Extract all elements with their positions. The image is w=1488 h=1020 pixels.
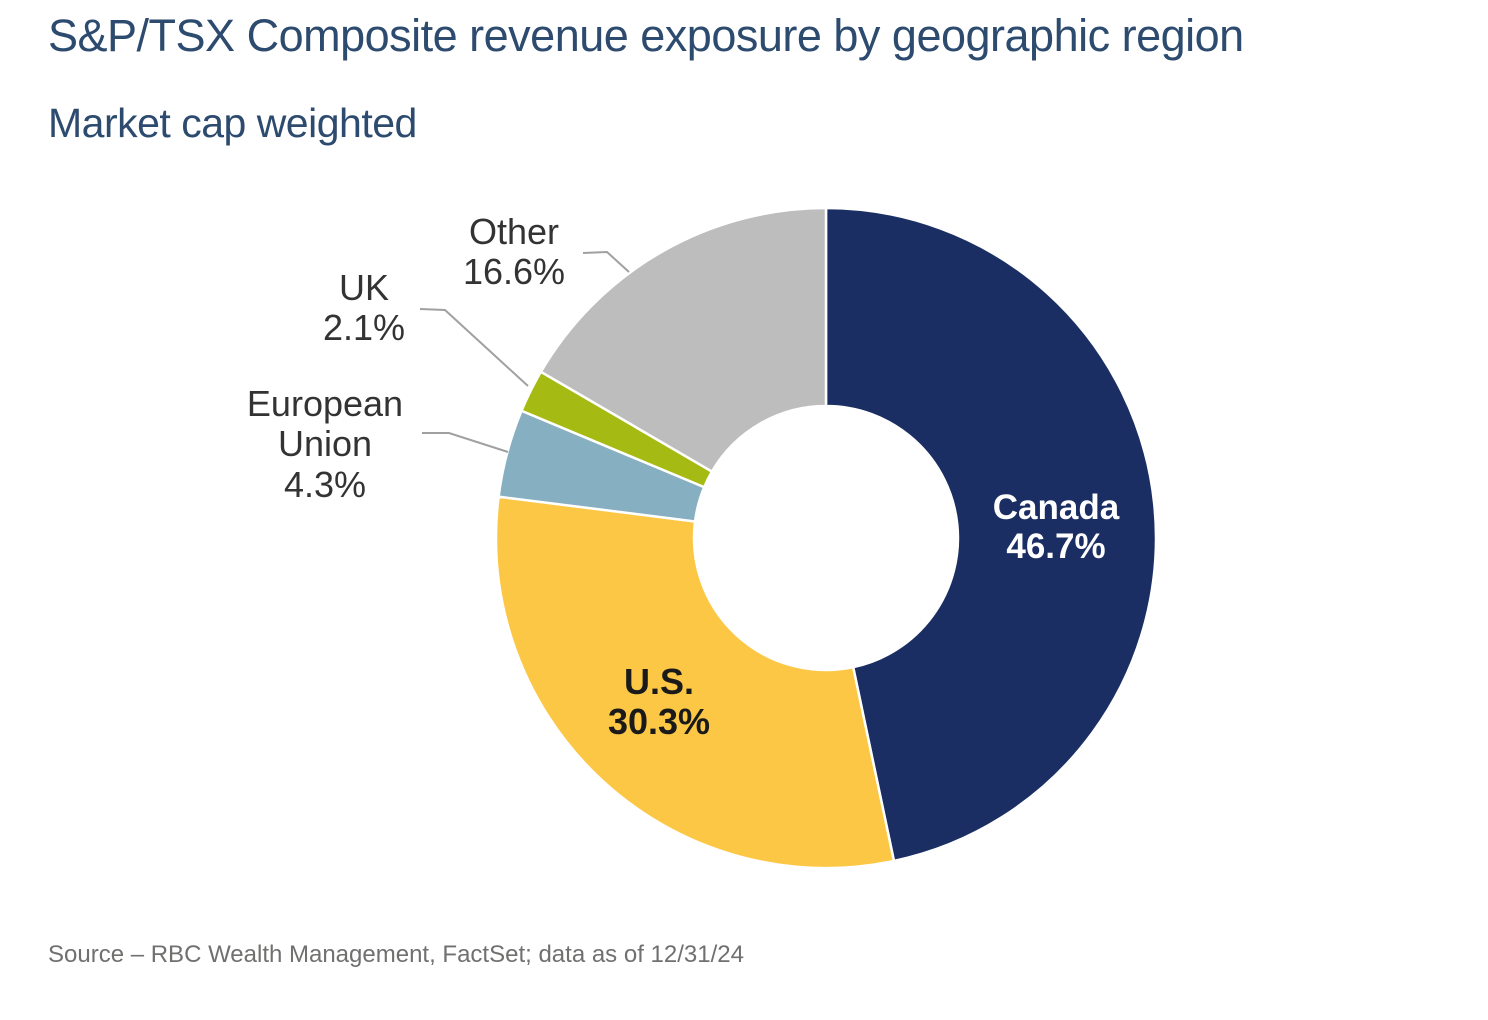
slice-label-canada-value: 46.7%: [1006, 527, 1106, 567]
leader-line-european-union: [422, 432, 509, 453]
slice-label-european-union-value: 4.3%: [283, 463, 367, 505]
slice-label-us-value: 30.3%: [607, 701, 711, 743]
leader-line-uk: [419, 308, 529, 387]
chart-title: S&P/TSX Composite revenue exposure by ge…: [48, 10, 1244, 61]
slice-label-other: Other 16.6%: [462, 211, 566, 293]
slice-label-uk-value: 2.1%: [322, 307, 406, 349]
slice-label-canada-name: Canada: [992, 488, 1120, 527]
slice-u-s: [494, 495, 896, 870]
slice-label-european-union-name: European Union: [246, 383, 404, 465]
slice-label-other-value: 16.6%: [462, 251, 566, 293]
slice-label-canada: Canada 46.7%: [993, 488, 1119, 566]
slice-label-uk: UK 2.1%: [322, 267, 406, 349]
source-attribution: Source – RBC Wealth Management, FactSet;…: [48, 941, 744, 968]
slice-label-us: U.S. 30.3%: [607, 661, 711, 743]
chart-subtitle: Market cap weighted: [48, 100, 417, 146]
slice-label-other-name: Other: [468, 211, 560, 252]
slice-other: [539, 206, 828, 473]
slice-label-uk-name: UK: [338, 267, 389, 308]
slice-label-european-union: European Union 4.3%: [220, 383, 430, 505]
slice-label-us-name: U.S.: [623, 661, 695, 702]
leader-line-other: [582, 250, 630, 273]
slice-canada: [824, 206, 1158, 863]
